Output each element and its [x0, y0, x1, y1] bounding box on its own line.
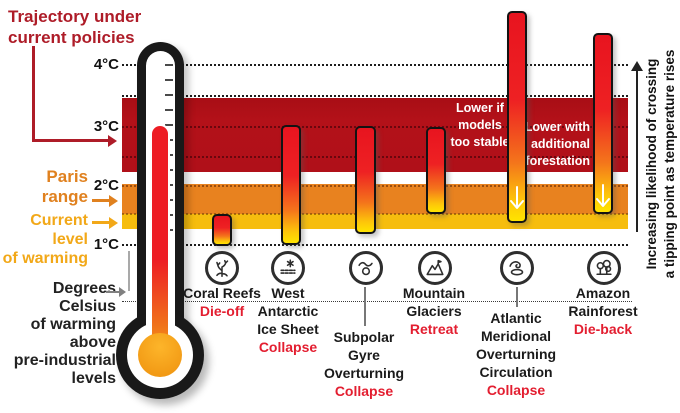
note-defor-line3: deforestation: [510, 154, 590, 168]
thermometer-bulb-fill: [138, 333, 182, 377]
tick-2c: 2°C: [93, 177, 119, 194]
title-leader-line-horizontal: [32, 139, 109, 142]
gyre-name1: Subpolar: [333, 329, 395, 345]
note-models-line3: too stable: [450, 135, 510, 149]
tick-3c: 3°C: [93, 118, 119, 135]
note-models-line2: models: [458, 118, 502, 132]
paris-arrow-line: [92, 199, 110, 202]
bar-mountain-glaciers: [426, 127, 446, 214]
gyre-label-connector: [364, 287, 366, 326]
gridline-4c: [122, 64, 628, 66]
degrees-line5: pre-industrial: [13, 352, 116, 369]
amoc-name1: Atlantic: [490, 310, 542, 326]
gyre-name3: Overturning: [323, 365, 405, 381]
note-models-too-stable: Lower if models too stable: [443, 100, 517, 151]
degrees-line1: Degrees: [52, 280, 116, 297]
degrees-arrow-icon: [119, 287, 126, 297]
note-models-line1: Lower if: [456, 101, 504, 115]
current-arrow-line: [92, 221, 110, 224]
label-separator-line: [122, 301, 632, 302]
paris-arrow-icon: [109, 194, 118, 207]
glaciers-name2: Glaciers: [406, 303, 462, 319]
bar-amoc: [507, 11, 527, 223]
label-amazon-rainforest: Amazon Rainforest Die-back: [551, 284, 655, 338]
chart-title: Trajectory under current policies: [8, 6, 178, 48]
bar-coral-reefs: [212, 214, 232, 246]
current-line3: of warming: [2, 250, 88, 267]
label-coral-reefs: Coral Reefs Die-off: [170, 284, 274, 320]
gyre-wave-icon: [349, 251, 383, 285]
glaciers-fate: Retreat: [409, 321, 459, 337]
current-line1: Current: [30, 212, 88, 229]
gridline-3p5c: [122, 95, 628, 97]
degrees-line3: of warming: [30, 316, 116, 333]
tick-4c: 4°C: [93, 56, 119, 73]
title-leader-arrow-icon: [108, 134, 117, 147]
paris-range-label: Paris range: [8, 167, 88, 207]
bar-amazon: [593, 33, 613, 214]
mountain-glacier-icon: [418, 251, 452, 285]
wais-name1: West: [271, 285, 305, 301]
likelihood-arrow-line: [636, 70, 638, 232]
title-line2: current policies: [8, 28, 135, 47]
gyre-fate: Collapse: [334, 383, 394, 399]
right-axis-caption: Increasing likelihood of crossing a tipp…: [643, 19, 679, 309]
amazon-fate: Die-back: [573, 321, 633, 337]
gridline-1c: [122, 244, 628, 246]
wais-name3: Ice Sheet: [257, 321, 319, 337]
degrees-arrow-line: [106, 291, 120, 293]
note-defor-line2: additional: [530, 137, 590, 151]
degrees-line6: levels: [71, 370, 116, 387]
amazon-name1: Amazon: [575, 285, 631, 301]
tick-1c: 1°C: [93, 236, 119, 253]
wais-fate: Collapse: [258, 339, 318, 355]
amoc-fate: Collapse: [486, 382, 546, 398]
gyre-name2: Gyre: [348, 347, 380, 363]
amoc-current-icon: [500, 251, 534, 285]
ice-sheet-icon: [271, 251, 305, 285]
paris-line2: range: [41, 187, 88, 206]
note-deforestation: Lower with additional deforestation: [502, 119, 590, 170]
title-leader-line-vertical: [32, 46, 35, 140]
amoc-label-connector: [516, 287, 518, 307]
right-caption-line1: Increasing likelihood of crossing: [644, 58, 659, 270]
coral-fate: Die-off: [199, 303, 245, 319]
amazon-name2: Rainforest: [568, 303, 638, 319]
bar-west-antarctic-ice-sheet: [281, 125, 301, 245]
label-amoc: Atlantic Meridional Overturning Circulat…: [464, 309, 568, 399]
amoc-name4: Circulation: [479, 364, 553, 380]
likelihood-arrow-icon: [631, 61, 643, 71]
note-defor-line1: Lower with: [524, 120, 590, 134]
down-arrow-icon: [596, 184, 610, 207]
right-caption-line2: a tipping point as temperature rises: [661, 49, 677, 279]
degrees-leader-line: [128, 251, 130, 291]
down-arrow-icon: [510, 186, 524, 209]
label-subpolar-gyre: Subpolar Gyre Overturning Collapse: [312, 328, 416, 400]
coral-reef-icon: [205, 251, 239, 285]
current-line2: level: [52, 231, 88, 248]
coral-name: Coral Reefs: [183, 285, 261, 301]
degrees-line4: above: [69, 334, 116, 351]
paris-line1: Paris: [46, 167, 88, 186]
current-arrow-icon: [109, 216, 118, 229]
title-line1: Trajectory under: [8, 7, 142, 26]
y-axis-caption: Degrees Celsius of warming above pre-ind…: [0, 280, 116, 388]
amoc-name3: Overturning: [475, 346, 557, 362]
degrees-line2: Celsius: [59, 298, 116, 315]
amoc-name2: Meridional: [480, 328, 551, 344]
wais-name2: Antarctic: [257, 303, 319, 319]
rainforest-icon: [587, 251, 621, 285]
label-mountain-glaciers: Mountain Glaciers Retreat: [392, 284, 476, 338]
label-west-antarctic: West Antarctic Ice Sheet Collapse: [246, 284, 330, 356]
glaciers-name1: Mountain: [402, 285, 466, 301]
thermometer-mercury-column: [150, 124, 170, 358]
bar-subpolar-gyre: [355, 126, 376, 234]
current-level-label: Current level of warming: [0, 211, 88, 268]
